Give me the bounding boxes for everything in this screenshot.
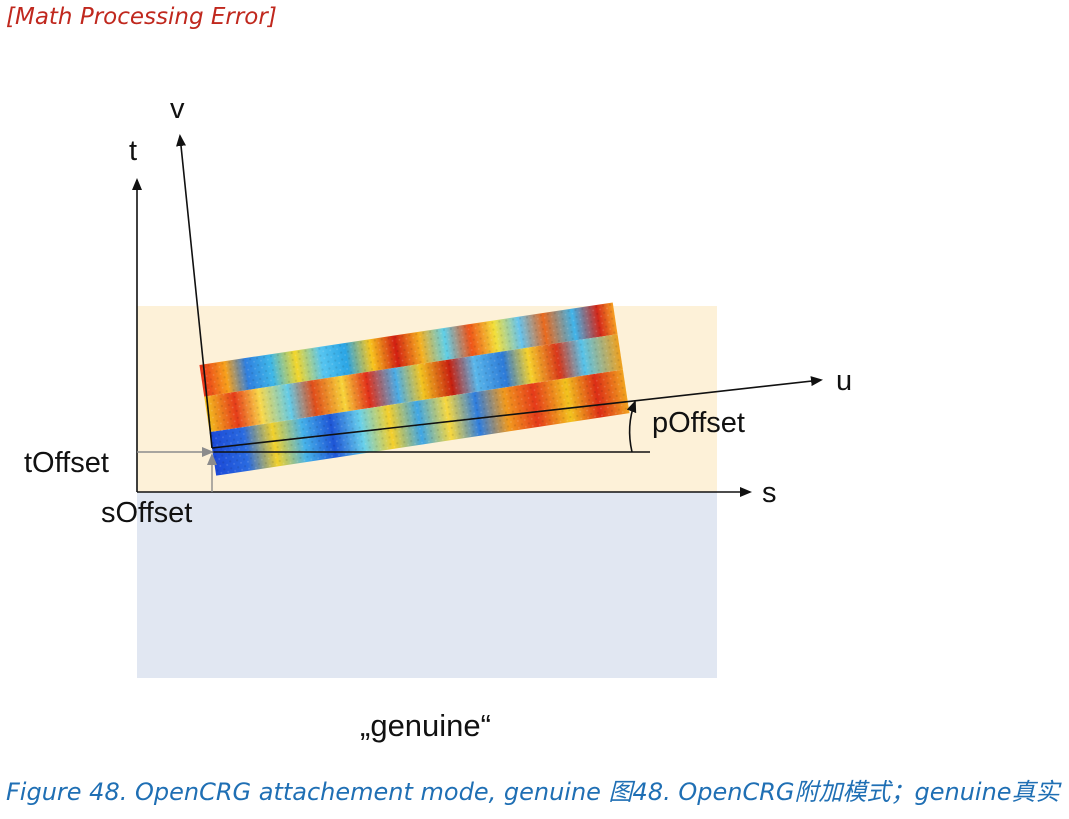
v-axis <box>176 134 213 449</box>
p-offset-arc <box>626 400 637 453</box>
p-offset-label: pOffset <box>652 407 745 439</box>
s-axis-label: s <box>762 477 777 509</box>
road-data-patch <box>199 302 630 476</box>
figure-caption: Figure 48. OpenCRG attachement mode, gen… <box>6 778 1060 806</box>
t-offset-label: tOffset <box>24 447 109 479</box>
s-offset-label: sOffset <box>101 497 192 529</box>
lower-region <box>137 492 717 678</box>
math-error-text: [Math Processing Error] <box>6 4 277 30</box>
attachment-mode-label: „genuine“ <box>360 708 491 743</box>
t-axis-label: t <box>129 135 137 167</box>
u-axis-label: u <box>836 365 852 397</box>
v-axis-label: v <box>170 93 185 125</box>
u-axis <box>211 376 823 449</box>
